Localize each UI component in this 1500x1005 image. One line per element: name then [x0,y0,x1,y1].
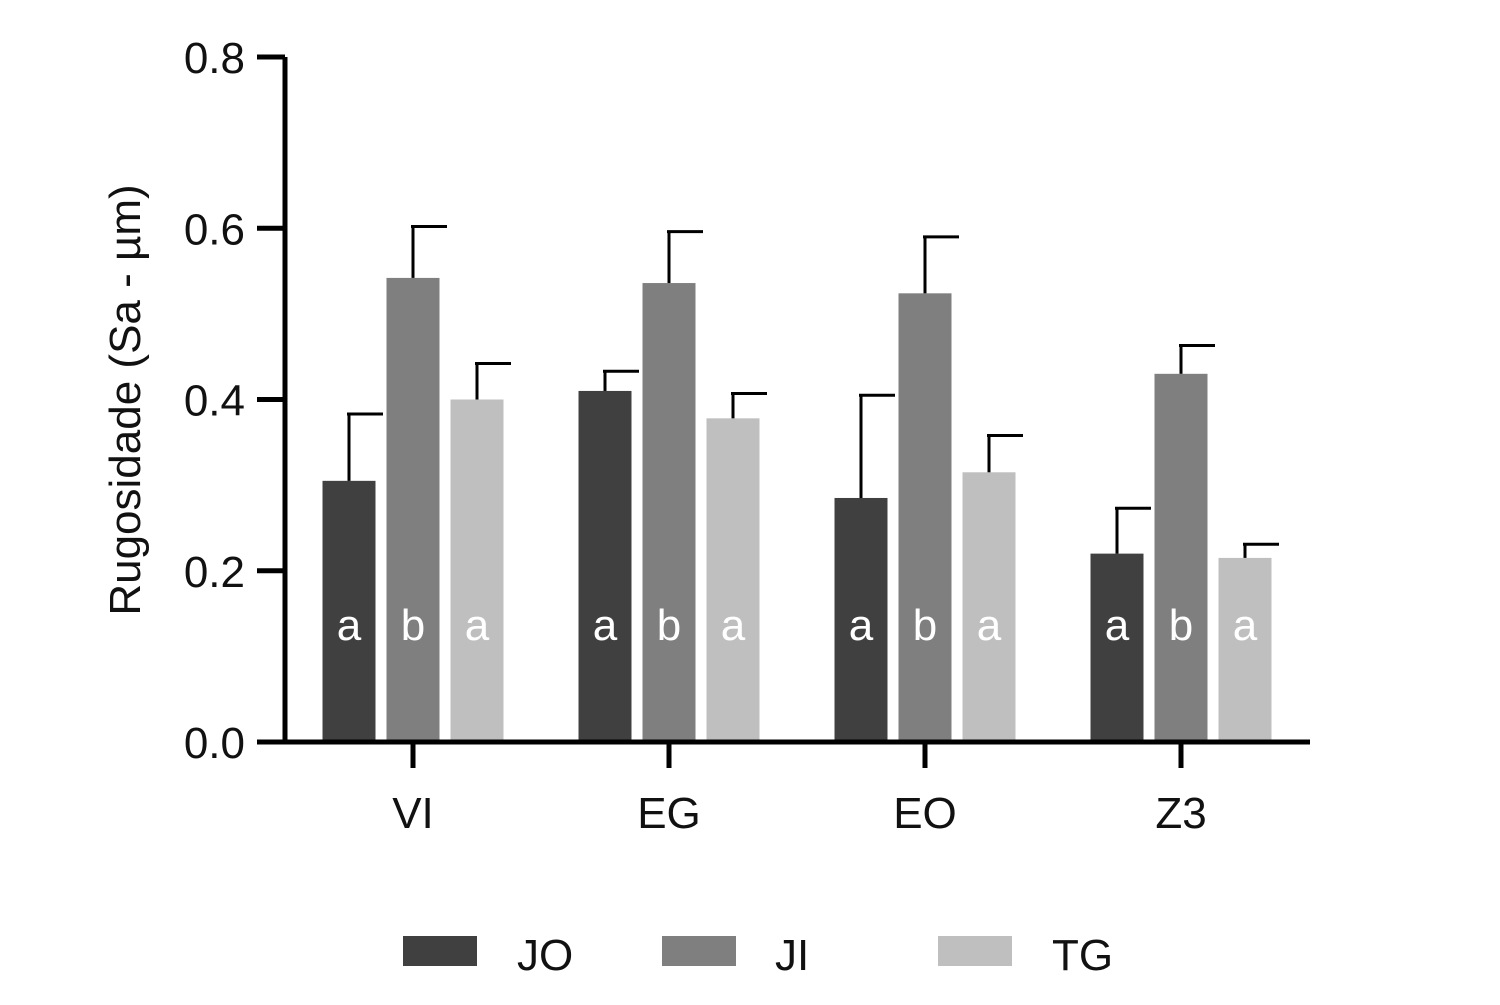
significance-letter: a [337,601,362,650]
y-tick-label: 0.4 [184,377,245,426]
y-ticks-layer: 0.0 0.2 0.4 0.6 0.8 [184,34,285,768]
bar [1090,553,1144,742]
significance-letter: b [657,601,681,650]
bar [898,293,952,742]
x-category-label: VI [392,789,434,838]
legend-swatch [662,936,736,966]
significance-letter: b [401,601,425,650]
bar [450,399,504,742]
x-category-label: EG [637,789,701,838]
significance-letter: a [1105,601,1130,650]
significance-letter: a [849,601,874,650]
significance-letter: a [593,601,618,650]
legend-label: JI [775,931,809,980]
bar [642,283,696,742]
x-category-label: Z3 [1155,789,1206,838]
bar [1218,557,1272,742]
bar [322,480,376,742]
y-axis-title: Rugosidade (Sa - µm) [101,184,150,615]
significance-letter: b [1169,601,1193,650]
x-ticks-layer: VI EG EO Z3 [392,742,1207,838]
legend: JO JI TG [403,931,1113,980]
significance-letter: b [913,601,937,650]
legend-label: TG [1052,931,1113,980]
bar [834,497,888,742]
bar [962,472,1016,742]
error-bars-layer [347,225,1279,558]
bar [706,418,760,742]
significance-letter: a [977,601,1002,650]
bar [578,390,632,742]
significance-letter: a [1233,601,1258,650]
y-tick-label: 0.0 [184,719,245,768]
y-tick-label: 0.8 [184,34,245,83]
legend-label: JO [517,931,573,980]
y-tick-label: 0.6 [184,205,245,254]
significance-letter: a [465,601,490,650]
legend-swatch [403,936,477,966]
bars-layer [322,277,1272,742]
bar [386,277,440,742]
significance-letter: a [721,601,746,650]
bar [1154,373,1208,742]
y-tick-label: 0.2 [184,548,245,597]
x-category-label: EO [893,789,957,838]
legend-swatch [938,936,1012,966]
